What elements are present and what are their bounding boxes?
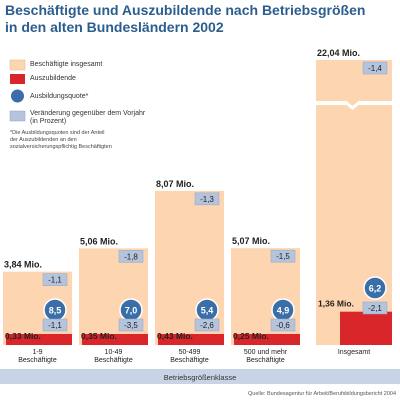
x-tick-label: Beschäftigte — [170, 357, 209, 364]
legend-swatch-auszubildende — [10, 74, 25, 84]
quota-circle — [363, 276, 387, 300]
change-label-beschaeftigte: -1,5 — [276, 252, 290, 261]
x-tick-label: Beschäftigte — [18, 357, 57, 364]
x-tick-label: Insgesamt — [338, 349, 370, 356]
label-beschaeftigte-value: 8,07 Mio. — [156, 179, 194, 189]
chart-title-line-1: Beschäftigte und Auszubildende nach Betr… — [5, 2, 366, 18]
change-label-beschaeftigte: -1,8 — [124, 252, 138, 261]
quota-value: 5,4 — [201, 306, 214, 316]
change-label-beschaeftigte: -1,1 — [48, 276, 62, 285]
bar-auszubildende — [82, 334, 148, 345]
change-label-auszubildende: -1,1 — [48, 321, 62, 330]
label-beschaeftigte-value: 5,07 Mio. — [232, 236, 270, 246]
change-box-auszubildende — [42, 318, 68, 332]
change-box-beschaeftigte — [270, 249, 296, 263]
chart-title-line-2: in den alten Bundesländern 2002 — [5, 19, 224, 35]
x-axis-title: Betriebsgrößenklasse — [163, 373, 237, 382]
quota-value: 4,9 — [277, 306, 290, 316]
change-box-beschaeftigte — [42, 273, 68, 286]
change-box-auszubildende — [194, 318, 220, 332]
bar-auszubildende — [6, 334, 72, 345]
legend-label-ausbildungsquote: Ausbildungsquote* — [30, 93, 89, 100]
legend-label-veraenderung: Veränderung gegenüber dem Vorjahr — [30, 110, 146, 117]
change-label-beschaeftigte: -1,3 — [200, 195, 214, 204]
bar-auszubildende — [158, 334, 224, 345]
label-beschaeftigte-value: 3,84 Mio. — [4, 260, 42, 270]
legend-swatch-beschaeftigte — [9, 59, 26, 71]
bar-auszubildende — [234, 334, 300, 345]
x-axis-band — [0, 369, 400, 384]
label-auszubildende-value: 0,35 Mio. — [81, 331, 117, 341]
quota-value: 6,2 — [369, 284, 382, 294]
legend-swatch-ausbildungsquote — [10, 88, 25, 104]
source-note: Quelle: Bundesagentur für Arbeit/Berufsb… — [248, 391, 396, 397]
change-box-beschaeftigte — [362, 61, 388, 75]
change-box-auszubildende — [118, 318, 144, 332]
footnote-line-1: *Die Ausbildungsquoten sind der Anteil — [10, 130, 105, 136]
change-box-auszubildende — [362, 301, 388, 315]
x-tick-label: 500 und mehr — [244, 349, 288, 356]
change-box-beschaeftigte — [194, 192, 220, 206]
change-box-auszubildende — [270, 318, 296, 332]
x-tick-label: 50-499 — [179, 349, 201, 356]
footnote-line-2: der Auszubildenden an den — [10, 137, 77, 143]
x-tick-label: 1-9 — [32, 349, 42, 356]
change-label-auszubildende: -0,6 — [276, 321, 290, 330]
footnote-line-3: sozialversicherungspflichtig Beschäftigt… — [10, 144, 112, 150]
bar-auszubildende — [340, 311, 392, 345]
quota-value: 8,5 — [49, 306, 62, 316]
label-auszubildende-value: 1,36 Mio. — [318, 299, 354, 309]
change-label-auszubildende: -2,1 — [368, 304, 382, 313]
label-auszubildende-value: 0,25 Mio. — [233, 331, 269, 341]
x-tick-label: 10-49 — [105, 349, 123, 356]
label-beschaeftigte-value: 22,04 Mio. — [317, 48, 360, 58]
label-auszubildende-value: 0,43 Mio. — [157, 331, 193, 341]
legend-swatch-veraenderung — [9, 110, 26, 122]
label-beschaeftigte-value: 5,06 Mio. — [80, 236, 118, 246]
change-label-beschaeftigte: -1,4 — [368, 64, 382, 73]
legend-label-auszubildende: Auszubildende — [30, 75, 76, 82]
change-label-auszubildende: -3,5 — [124, 321, 138, 330]
legend-label-veraenderung-unit: (in Prozent) — [30, 118, 67, 125]
quota-value: 7,0 — [125, 306, 138, 316]
change-box-beschaeftigte — [118, 250, 144, 263]
x-tick-label: Beschäftigte — [94, 357, 133, 364]
legend-label-beschaeftigte: Beschäftigte insgesamt — [30, 61, 103, 68]
axis-break-wave — [315, 101, 393, 110]
label-auszubildende-value: 0,33 Mio. — [5, 331, 41, 341]
change-label-auszubildende: -2,6 — [200, 321, 214, 330]
x-tick-label: Beschäftigte — [246, 357, 285, 364]
